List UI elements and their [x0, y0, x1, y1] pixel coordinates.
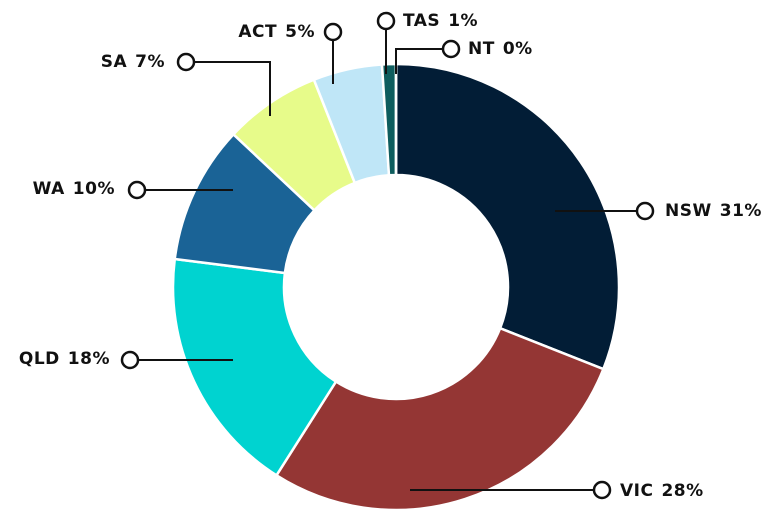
leader-dot	[635, 201, 655, 221]
value-label: 31%	[720, 201, 762, 221]
category-label: VIC	[620, 481, 653, 501]
value-label: 18%	[68, 349, 110, 369]
slice-label: NSW 31%	[665, 201, 762, 221]
slice-label: VIC 28%	[620, 481, 704, 501]
leader-dot	[127, 180, 147, 200]
donut-slice	[171, 257, 338, 478]
category-label: NSW	[665, 201, 712, 221]
value-label: 7%	[135, 52, 165, 72]
value-label: 5%	[285, 22, 315, 42]
value-label: 0%	[503, 39, 533, 59]
leader-line	[186, 61, 271, 116]
leader-dot	[323, 22, 343, 42]
slice-label: NT 0%	[468, 39, 533, 59]
value-label: 28%	[661, 481, 703, 501]
leader-dot	[441, 39, 461, 59]
leader-dot	[592, 480, 612, 500]
leader-line	[395, 48, 451, 74]
category-label: NT	[468, 39, 495, 59]
slice-label: SA 7%	[101, 52, 165, 72]
category-label: QLD	[19, 349, 60, 369]
slice-label: QLD 18%	[19, 349, 110, 369]
slice-label: TAS 1%	[403, 11, 478, 31]
category-label: WA	[33, 179, 65, 199]
leader-dot	[120, 350, 140, 370]
category-label: ACT	[238, 22, 277, 42]
leader-dot	[376, 11, 396, 31]
value-label: 1%	[448, 11, 478, 31]
category-label: SA	[101, 52, 128, 72]
leader-dot	[176, 52, 196, 72]
slice-label: WA 10%	[33, 179, 115, 199]
donut-slice	[394, 62, 621, 371]
slice-label: ACT 5%	[238, 22, 315, 42]
donut-slice	[274, 326, 605, 512]
value-label: 10%	[73, 179, 115, 199]
category-label: TAS	[403, 11, 440, 31]
